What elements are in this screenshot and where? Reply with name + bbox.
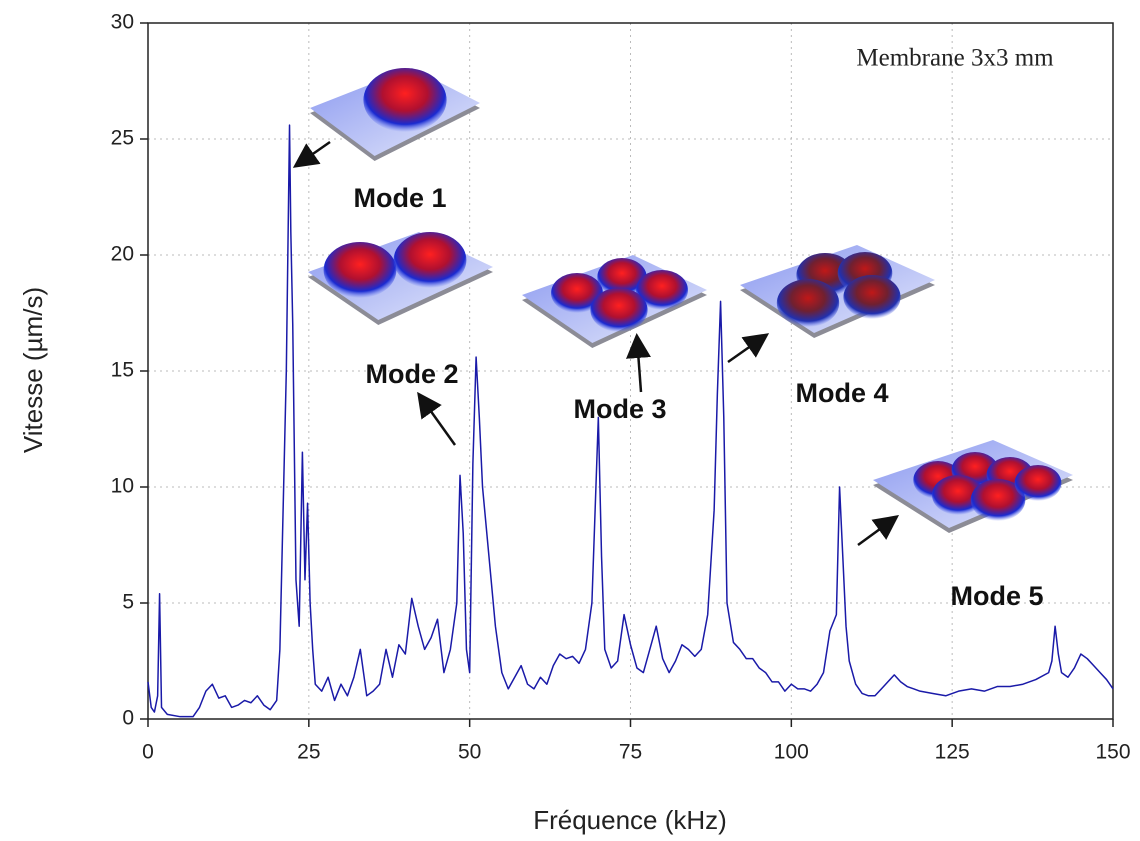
plate-bump [551,273,603,313]
plate-bump [636,270,688,310]
line-series [147,124,1114,718]
arrows [292,140,900,547]
y-tick-label: 25 [111,127,134,150]
plate-bump [393,232,467,288]
x-tick-label: 50 [458,741,481,764]
annotation: Mode 3 [573,394,666,424]
annotation: Mode 1 [353,183,446,213]
plate-bump [843,275,901,319]
annotation: Mode 2 [365,359,458,389]
arrow [292,140,331,168]
plate-bump [597,258,647,296]
y-tick-label: 0 [122,707,134,730]
arrow [857,515,900,547]
arrow [417,391,457,446]
y-tick-label: 5 [122,591,134,614]
annotation: Mode 4 [795,378,888,408]
plate-bump [323,242,397,298]
plate-bump [776,279,840,327]
arrow [626,333,651,393]
y-tick-label: 30 [111,11,134,34]
x-axis-title: Fréquence (kHz) [533,805,727,835]
plate-bump [1014,465,1062,501]
x-tick-label: 100 [774,741,809,764]
y-tick-label: 10 [111,475,134,498]
plate-bump [590,288,648,332]
annotation: Membrane 3x3 mm [856,45,1054,72]
y-tick-label: 20 [111,243,134,266]
x-tick-label: 25 [297,741,320,764]
y-axis-title: Vitesse (µm/s) [18,287,48,453]
plot-frame [147,22,1114,720]
annotation: Mode 5 [950,581,1043,611]
x-tick-label: 0 [142,741,154,764]
y-tick-label: 15 [111,359,134,382]
membrane-illustrations [308,68,1073,533]
plate-bump [363,68,447,132]
x-tick-label: 150 [1095,741,1130,764]
plate-bump [970,479,1026,521]
x-tick-label: 75 [619,741,642,764]
plate-bump [932,475,984,515]
arrow [727,333,770,364]
x-tick-label: 125 [935,741,970,764]
